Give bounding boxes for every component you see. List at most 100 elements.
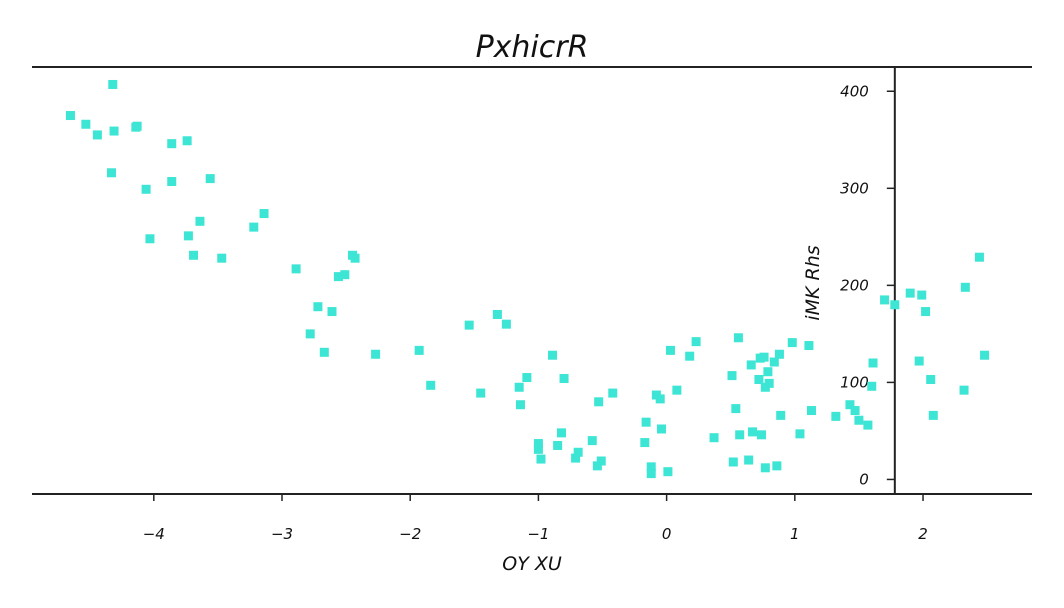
data-point <box>205 174 215 184</box>
data-point <box>476 388 486 398</box>
x-ticks: −4 −3 −2 −1 0 1 2 <box>143 494 928 543</box>
data-point <box>350 253 360 263</box>
data-point <box>733 333 743 343</box>
data-point <box>167 139 177 149</box>
data-point <box>371 349 381 359</box>
data-point <box>305 329 315 339</box>
x-tick-label: 1 <box>790 525 800 543</box>
data-point <box>646 462 656 472</box>
data-point <box>921 307 931 317</box>
data-point <box>760 463 770 473</box>
data-point <box>728 457 738 467</box>
data-point <box>960 282 970 292</box>
data-point <box>787 338 797 348</box>
data-points <box>65 79 990 479</box>
data-point <box>145 234 155 244</box>
data-point <box>850 406 860 416</box>
data-point <box>189 250 199 260</box>
data-point <box>685 351 695 361</box>
data-point <box>65 111 75 121</box>
data-point <box>868 358 878 368</box>
data-point <box>641 417 651 427</box>
data-point <box>501 319 511 329</box>
data-point <box>167 177 177 187</box>
data-point <box>182 136 192 146</box>
data-point <box>81 119 91 129</box>
data-point <box>592 461 602 471</box>
data-point <box>845 400 855 410</box>
data-point <box>655 394 665 404</box>
data-point <box>917 290 927 300</box>
data-point <box>772 461 782 471</box>
data-point <box>756 430 766 440</box>
data-point <box>559 374 569 384</box>
x-axis-label: OY XU <box>502 553 562 575</box>
data-point <box>217 253 227 263</box>
data-point <box>831 411 841 421</box>
data-point <box>746 360 756 370</box>
data-point <box>795 429 805 439</box>
data-point <box>735 430 745 440</box>
data-point <box>980 350 990 360</box>
data-point <box>905 288 915 298</box>
data-point <box>587 436 597 446</box>
data-point <box>727 371 737 381</box>
data-point <box>291 264 301 274</box>
data-point <box>663 467 673 477</box>
data-point <box>556 428 566 438</box>
x-tick-label: 0 <box>662 525 672 543</box>
data-point <box>249 222 259 232</box>
data-point <box>672 385 682 395</box>
x-tick-label: −1 <box>527 525 549 543</box>
data-point <box>109 126 119 136</box>
y-ticks: 0 100 200 300 400 <box>840 82 895 488</box>
data-point <box>656 424 666 434</box>
data-point <box>665 345 675 355</box>
data-point <box>928 410 938 420</box>
data-point <box>763 367 773 377</box>
data-point <box>141 184 151 194</box>
data-point <box>313 302 323 312</box>
data-point <box>914 356 924 366</box>
data-point <box>108 79 118 89</box>
data-point <box>533 444 543 454</box>
data-point <box>514 382 524 392</box>
data-point <box>522 373 532 383</box>
data-point <box>776 410 786 420</box>
data-point <box>754 374 764 384</box>
x-tick-label: −4 <box>143 525 165 543</box>
data-point <box>515 400 525 410</box>
data-point <box>709 433 719 443</box>
x-tick-label: −3 <box>271 525 293 543</box>
data-point <box>608 388 618 398</box>
data-point <box>92 130 102 140</box>
data-point <box>319 347 329 357</box>
data-point <box>926 374 936 384</box>
data-point <box>731 404 741 414</box>
data-point <box>959 385 969 395</box>
data-point <box>759 352 769 362</box>
y-tick-label: 100 <box>840 373 869 391</box>
data-point <box>974 252 984 262</box>
data-point <box>744 455 754 465</box>
data-point <box>414 345 424 355</box>
data-point <box>327 307 337 317</box>
y-tick-label: 300 <box>840 179 869 197</box>
data-point <box>594 397 604 407</box>
y-tick-label: 0 <box>859 470 869 488</box>
data-point <box>195 216 205 226</box>
data-point <box>106 168 116 178</box>
y-axis-label: iMK Rhs <box>802 245 824 320</box>
data-point <box>646 469 656 479</box>
y-tick-label: 400 <box>840 82 869 100</box>
data-point <box>764 378 774 388</box>
data-point <box>748 427 758 437</box>
data-point <box>880 295 890 305</box>
data-point <box>774 349 784 359</box>
data-point <box>333 272 343 282</box>
data-point <box>492 309 502 319</box>
data-point <box>571 453 581 463</box>
chart-title: PxhicrR <box>476 30 589 65</box>
y-tick-label: 200 <box>840 276 869 294</box>
